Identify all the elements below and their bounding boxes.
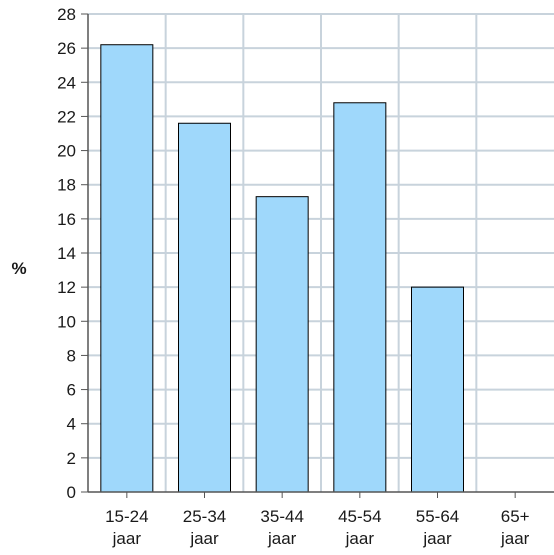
bar: [100, 44, 154, 493]
grid-lines: [88, 13, 554, 492]
bar: [411, 286, 464, 493]
y-tick-label: 10: [57, 312, 76, 331]
y-tick-label: 16: [57, 210, 76, 229]
bar: [333, 102, 387, 493]
y-tick-label: 18: [57, 176, 76, 195]
y-tick-label: 22: [57, 107, 76, 126]
y-tick-label: 28: [57, 5, 76, 24]
x-tick-label: 55-64 jaar: [416, 507, 459, 548]
y-tick-label: 12: [57, 278, 76, 297]
y-tick-label: 2: [67, 449, 76, 468]
y-tick-label: 20: [57, 142, 76, 161]
y-tick-label: 8: [67, 346, 76, 365]
x-tick-labels: 15-24 jaar 25-34 jaar 35-44 jaar 45-54 jaar 55-6…: [105, 507, 530, 548]
bar: [178, 122, 231, 493]
y-tick-label: 4: [67, 415, 76, 434]
x-tick-label: 15-24 jaar: [105, 507, 148, 548]
y-axis-label: %: [11, 259, 26, 278]
x-tick-label: 35-44 jaar: [260, 507, 303, 548]
x-tick-label: 45-54 jaar: [338, 507, 381, 548]
bar: [255, 196, 309, 493]
bars: [100, 44, 464, 493]
x-tick-label: 65+ jaar: [500, 507, 530, 548]
axes: [81, 13, 554, 498]
y-tick-label: 24: [57, 73, 76, 92]
y-tick-label: 14: [57, 244, 76, 263]
x-tick-label: 25-34 jaar: [183, 507, 226, 548]
y-tick-label: 26: [57, 39, 76, 58]
y-tick-label: 0: [67, 483, 76, 502]
y-tick-label: 6: [67, 381, 76, 400]
